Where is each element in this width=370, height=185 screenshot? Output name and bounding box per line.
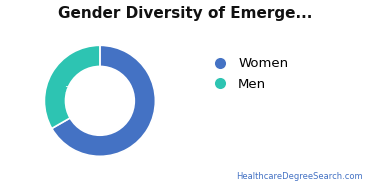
Wedge shape (52, 45, 155, 156)
Text: HealthcareDegreeSearch.com: HealthcareDegreeSearch.com (236, 172, 363, 181)
Legend: Women, Men: Women, Men (206, 57, 288, 91)
Text: 66.7%: 66.7% (98, 109, 127, 117)
Wedge shape (44, 45, 100, 128)
Text: 33.3%: 33.3% (64, 86, 93, 95)
Text: Gender Diversity of Emerge...: Gender Diversity of Emerge... (58, 6, 312, 21)
